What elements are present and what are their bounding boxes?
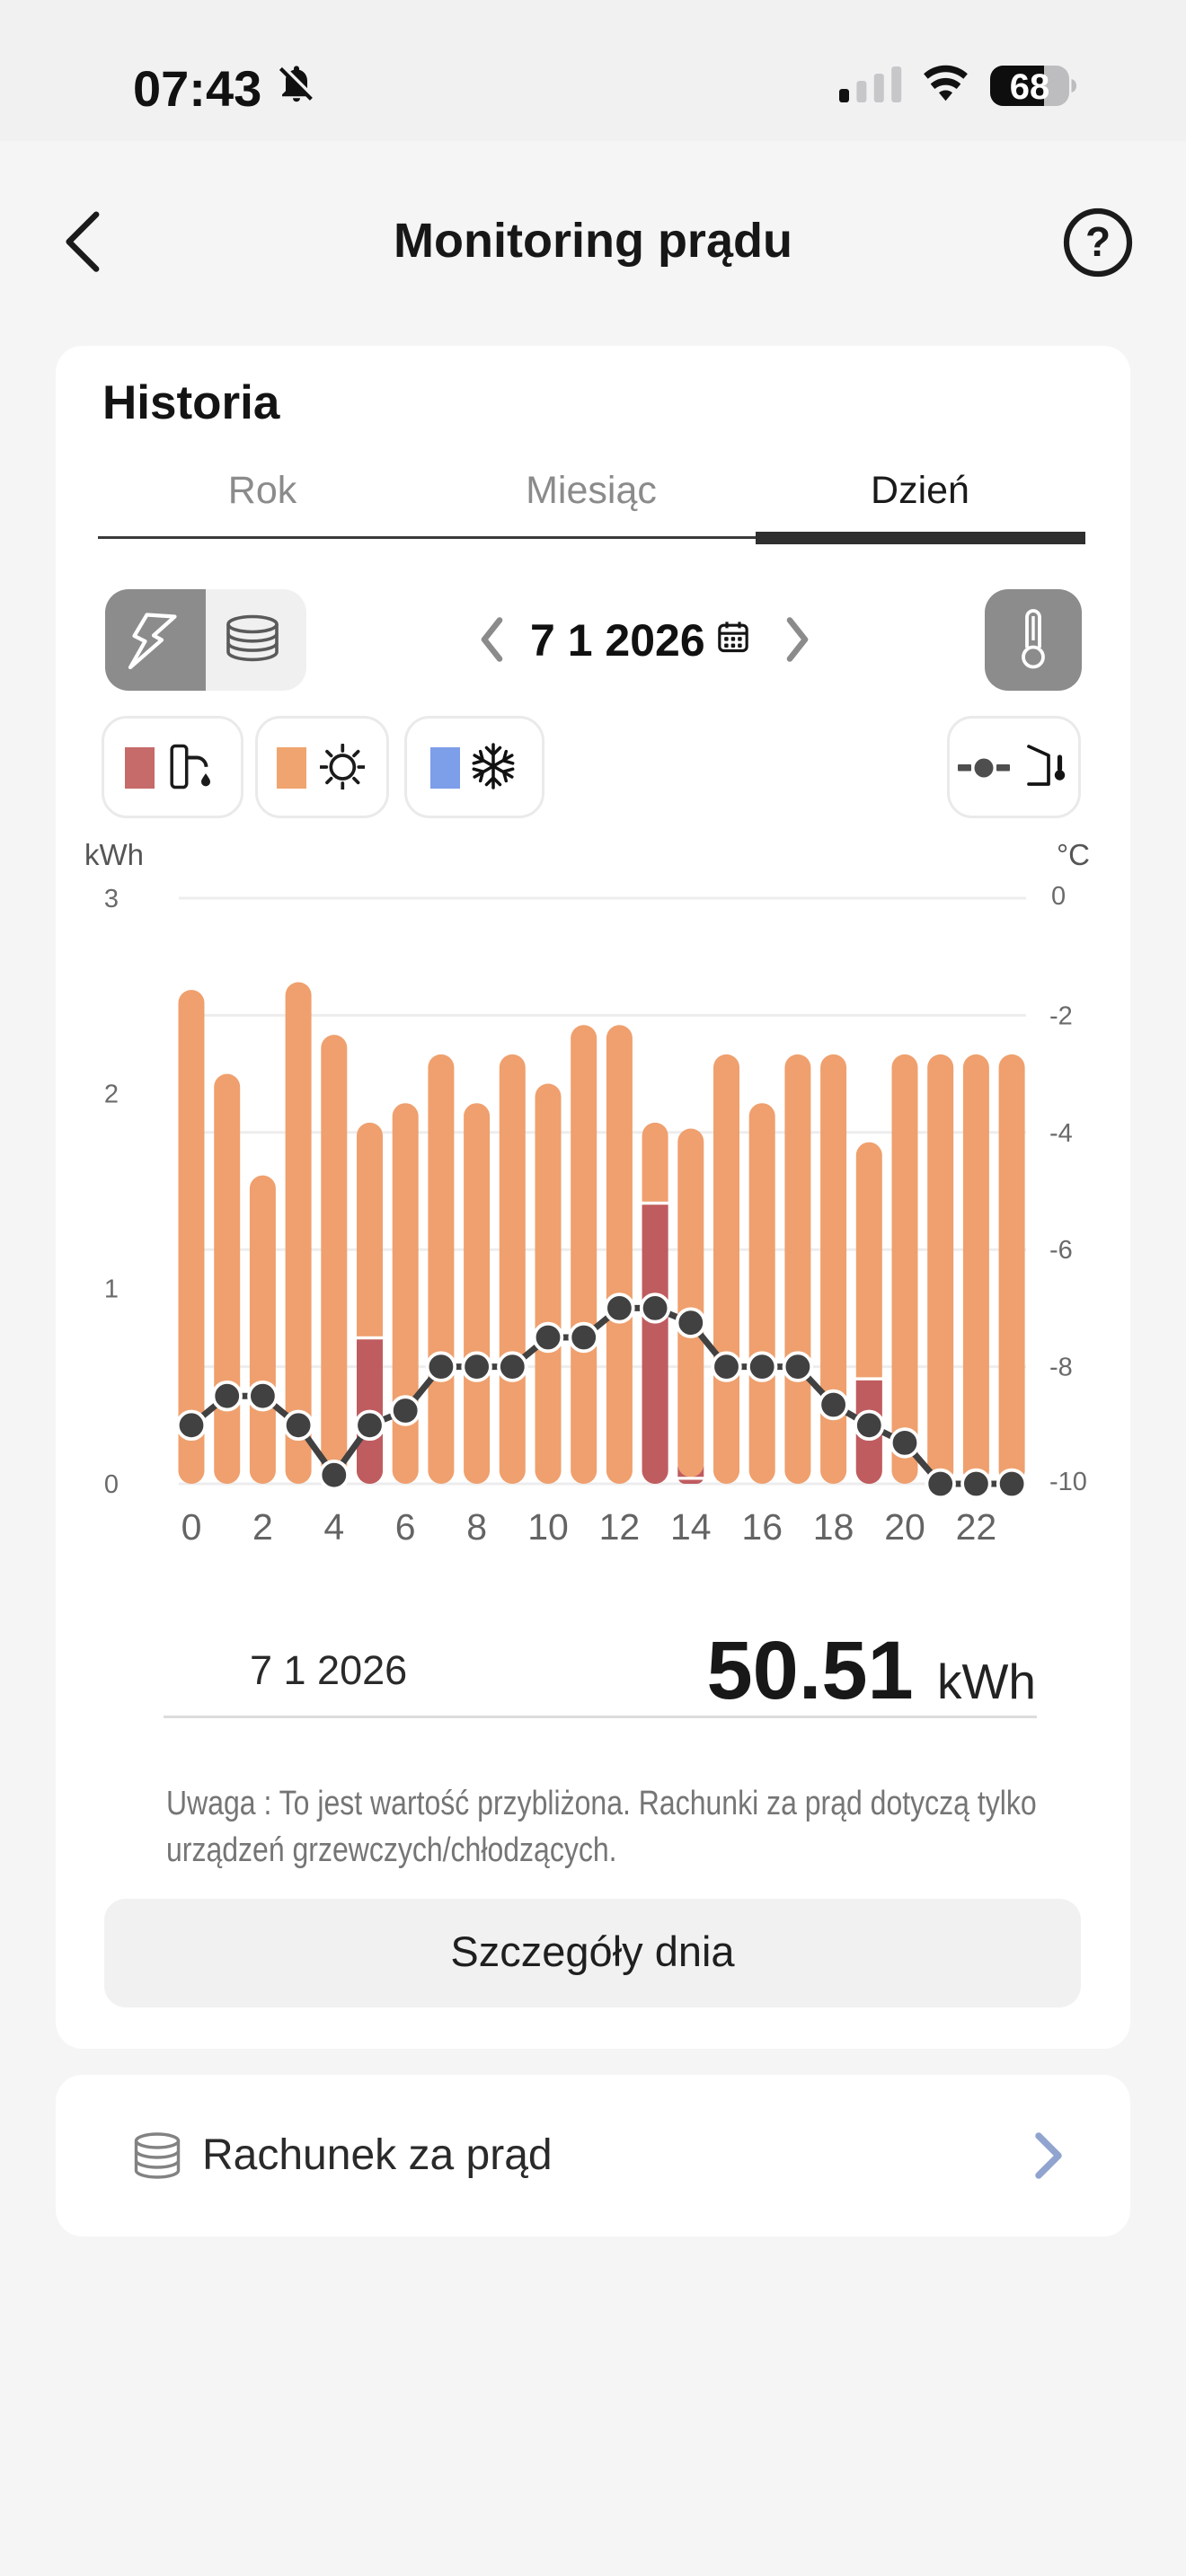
svg-text:18: 18: [813, 1506, 854, 1548]
svg-text:16: 16: [741, 1506, 783, 1548]
svg-text:10: 10: [527, 1506, 569, 1548]
svg-text:2: 2: [252, 1506, 273, 1548]
svg-text:6: 6: [395, 1506, 416, 1548]
svg-text:-4: -4: [1049, 1119, 1073, 1148]
svg-text:3: 3: [104, 885, 119, 913]
svg-text:0: 0: [104, 1470, 119, 1499]
svg-text:0: 0: [1051, 882, 1066, 911]
svg-text:68: 68: [1010, 67, 1050, 106]
svg-text:kWh: kWh: [84, 838, 144, 871]
svg-text:2: 2: [104, 1080, 119, 1108]
svg-text:14: 14: [670, 1506, 712, 1548]
svg-text:0: 0: [181, 1506, 202, 1548]
svg-text:4: 4: [323, 1506, 344, 1548]
svg-text:-10: -10: [1049, 1468, 1087, 1496]
svg-text:22: 22: [956, 1506, 997, 1548]
svg-text:1: 1: [104, 1275, 119, 1304]
svg-text:-2: -2: [1049, 1001, 1073, 1030]
svg-text:°C: °C: [1057, 838, 1090, 871]
svg-text:-8: -8: [1049, 1354, 1073, 1382]
svg-text:?: ?: [1085, 218, 1111, 265]
svg-text:8: 8: [466, 1506, 487, 1548]
svg-text:-6: -6: [1049, 1236, 1073, 1265]
svg-text:12: 12: [599, 1506, 641, 1548]
svg-text:20: 20: [884, 1506, 925, 1548]
